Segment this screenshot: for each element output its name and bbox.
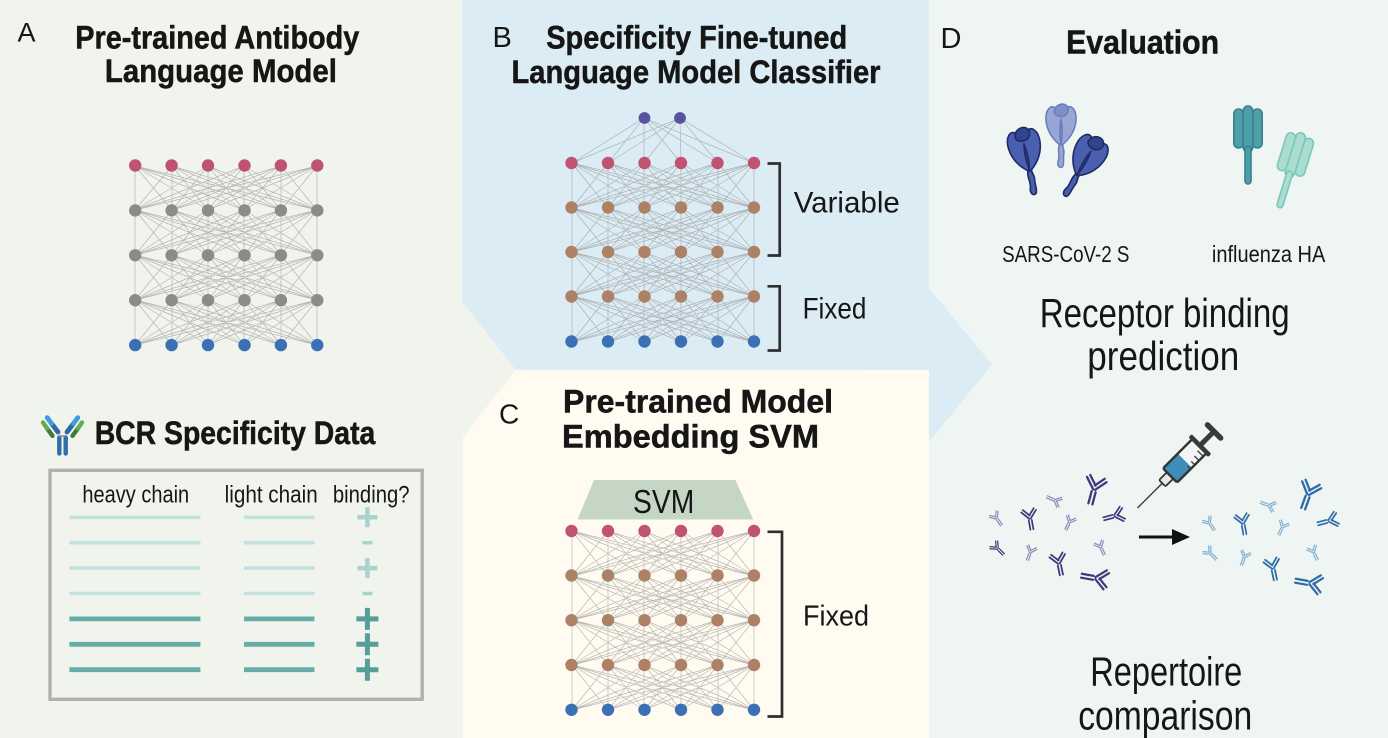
svg-text:C: C — [499, 399, 519, 430]
svg-text:SVM: SVM — [633, 483, 694, 520]
svg-text:prediction: prediction — [1087, 333, 1239, 379]
svg-text:influenza HA: influenza HA — [1212, 241, 1326, 267]
svg-text:light chain: light chain — [225, 482, 318, 509]
svg-text:Fixed: Fixed — [803, 601, 869, 633]
svg-text:Repertoire: Repertoire — [1090, 648, 1242, 694]
svg-text:SARS-CoV-2 S: SARS-CoV-2 S — [1002, 241, 1129, 267]
svg-text:Specificity Fine-tuned: Specificity Fine-tuned — [546, 19, 847, 55]
svg-text:Language Model Classifier: Language Model Classifier — [512, 54, 881, 90]
svg-text:Variable: Variable — [794, 187, 900, 220]
svg-text:BCR Specificity Data: BCR Specificity Data — [95, 415, 376, 451]
svg-text:Pre-trained Model: Pre-trained Model — [563, 383, 833, 419]
svg-text:heavy chain: heavy chain — [82, 482, 189, 509]
svg-text:Fixed: Fixed — [803, 293, 867, 326]
svg-text:Language Model: Language Model — [105, 53, 337, 89]
svg-text:Pre-trained Antibody: Pre-trained Antibody — [75, 19, 359, 55]
svg-text:A: A — [18, 18, 36, 48]
svg-text:D: D — [941, 23, 962, 55]
svg-text:Evaluation: Evaluation — [1066, 24, 1219, 61]
svg-text:Embedding SVM: Embedding SVM — [562, 418, 819, 454]
svg-text:B: B — [493, 22, 512, 54]
svg-text:binding?: binding? — [333, 482, 410, 509]
svg-text:comparison: comparison — [1078, 692, 1252, 738]
svg-text:Receptor binding: Receptor binding — [1040, 290, 1290, 336]
